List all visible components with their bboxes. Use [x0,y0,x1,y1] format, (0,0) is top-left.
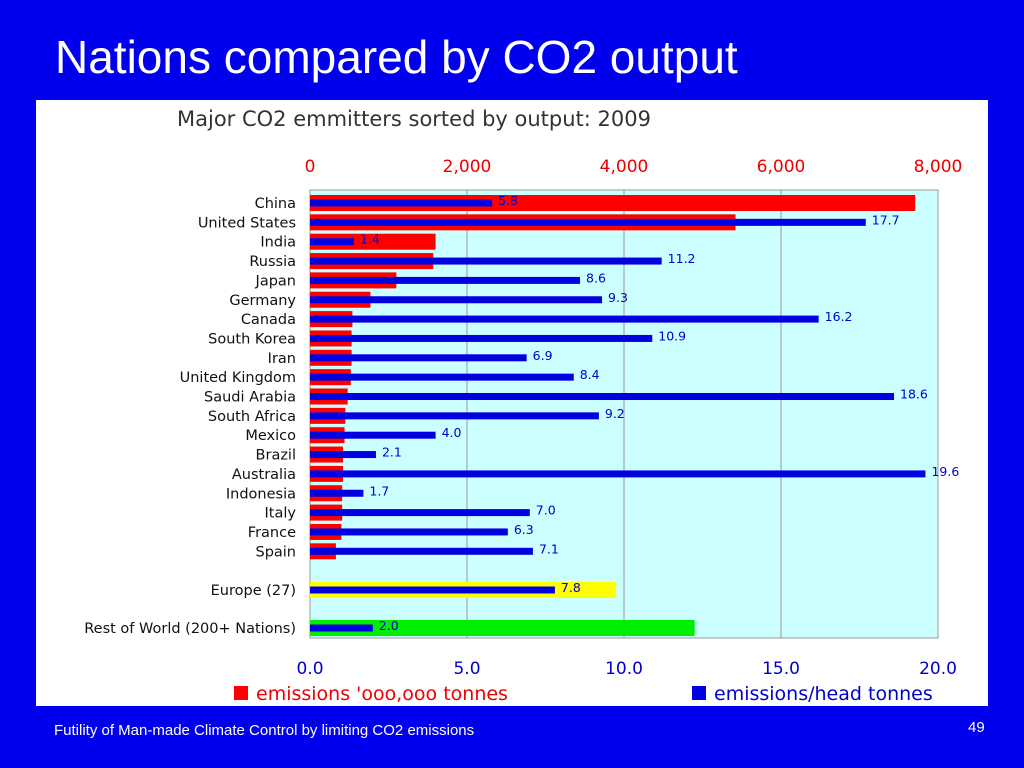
per-head-value-label-india: 1.4 [360,232,380,247]
page-number: 49 [968,719,985,736]
category-label-india: India [260,235,296,251]
legend-swatch-emissions [234,686,248,700]
category-label-united-states: United States [198,215,296,231]
per-head-value-label-south-africa: 9.2 [605,406,625,421]
per-head-bar-japan [310,276,581,284]
per-head-value-label-spain: 7.1 [539,541,559,556]
per-head-value-label-russia: 11.2 [668,251,696,266]
category-label-saudi-arabia: Saudi Arabia [204,390,296,406]
slide-title: Nations compared by CO2 output [55,31,738,83]
per-head-bar-brazil [310,451,376,459]
legend-swatch-per-head [692,686,706,700]
per-head-value-label-rest-of-world-200-nations: 2.0 [379,618,399,633]
category-label-china: China [255,196,296,212]
per-head-bar-europe-27 [310,586,555,594]
per-head-bar-germany [310,296,603,304]
per-head-bar-china [310,199,493,207]
per-head-value-label-mexico: 4.0 [442,425,462,440]
slide-footer: Futility of Man-made Climate Control by … [54,722,475,739]
per-head-bar-south-korea [310,334,653,342]
per-head-value-label-germany: 9.3 [608,290,628,305]
category-label-rest-of-world-200-nations: Rest of World (200+ Nations) [84,621,296,637]
plot-area: 0 2,000 4,000 6,000 8,000 0.0 5.0 10.0 15.0 20.0 C… [84,157,962,679]
top-axis-tick-label: 4,000 [600,157,649,177]
category-label-europe-27: Europe (27) [211,583,296,599]
per-head-bar-saudi-arabia [310,393,895,400]
category-label-japan: Japan [255,273,296,289]
chart-legend: emissions 'ooo,ooo tonnes emissions/head … [234,683,933,705]
emissions-bar-china [310,195,916,211]
category-label-united-kingdom: United Kingdom [180,370,296,386]
per-head-value-label-europe-27: 7.8 [561,580,581,595]
legend-label-per-head: emissions/head tonnes [714,683,933,705]
top-axis-tick-label: 0 [305,157,316,177]
category-label-france: France [248,525,296,541]
emissions-bar-india [310,233,436,250]
per-head-bar-rest-of-world-200-nations [310,624,373,632]
chart-title: Major CO2 emmitters sorted by output: 20… [177,107,651,131]
category-label-brazil: Brazil [256,448,296,464]
category-label-australia: Australia [232,467,296,483]
per-head-value-label-australia: 19.6 [931,464,959,479]
per-head-value-label-saudi-arabia: 18.6 [900,387,928,402]
chart-panel: Major CO2 emmitters sorted by output: 20… [36,100,988,706]
per-head-value-label-south-korea: 10.9 [658,328,686,343]
bottom-axis-tick-label: 10.0 [605,659,643,679]
category-label-spain: Spain [255,544,296,560]
category-label-canada: Canada [241,312,296,328]
per-head-bar-south-africa [310,412,599,420]
per-head-value-label-canada: 16.2 [825,309,853,324]
category-label-south-korea: South Korea [208,331,296,347]
category-label-germany: Germany [229,293,296,309]
per-head-bar-australia [310,470,926,478]
per-head-value-label-iran: 6.9 [533,348,553,363]
bottom-axis-tick-label: 5.0 [453,659,480,679]
per-head-bar-united-kingdom [310,373,574,381]
category-label-russia: Russia [249,254,296,270]
per-head-value-label-japan: 8.6 [586,270,606,285]
per-head-bar-spain [310,547,533,555]
per-head-value-label-france: 6.3 [514,522,534,537]
category-label-iran: Iran [268,351,296,367]
per-head-bar-iran [310,354,527,362]
per-head-bar-india [310,238,354,246]
bottom-axis-tick-label: 15.0 [762,659,800,679]
top-axis-tick-label: 8,000 [914,157,963,177]
per-head-bar-united-states [310,218,866,226]
per-head-value-label-united-states: 17.7 [872,212,900,227]
per-head-bar-italy [310,509,530,517]
top-axis-tick-label: 2,000 [443,157,492,177]
per-head-value-label-brazil: 2.1 [382,445,402,460]
bottom-axis-tick-label: 20.0 [919,659,957,679]
per-head-bar-france [310,528,508,536]
co2-bar-chart: Major CO2 emmitters sorted by output: 20… [84,107,962,705]
per-head-value-label-china: 5.8 [498,193,518,208]
category-label-indonesia: Indonesia [226,486,296,502]
per-head-bar-indonesia [310,489,364,497]
category-label-italy: Italy [265,506,297,522]
bottom-axis-tick-label: 0.0 [296,659,323,679]
top-axis-tick-label: 6,000 [757,157,806,177]
legend-label-emissions: emissions 'ooo,ooo tonnes [256,683,508,705]
per-head-bar-russia [310,257,662,265]
category-label-mexico: Mexico [245,428,296,444]
per-head-value-label-italy: 7.0 [536,503,556,518]
per-head-bar-mexico [310,431,436,439]
emissions-bar-rest-of-world-200-nations [310,620,695,636]
per-head-value-label-united-kingdom: 8.4 [580,367,600,382]
per-head-value-label-indonesia: 1.7 [369,483,389,498]
per-head-bar-canada [310,315,819,323]
category-label-south-africa: South Africa [208,409,296,425]
